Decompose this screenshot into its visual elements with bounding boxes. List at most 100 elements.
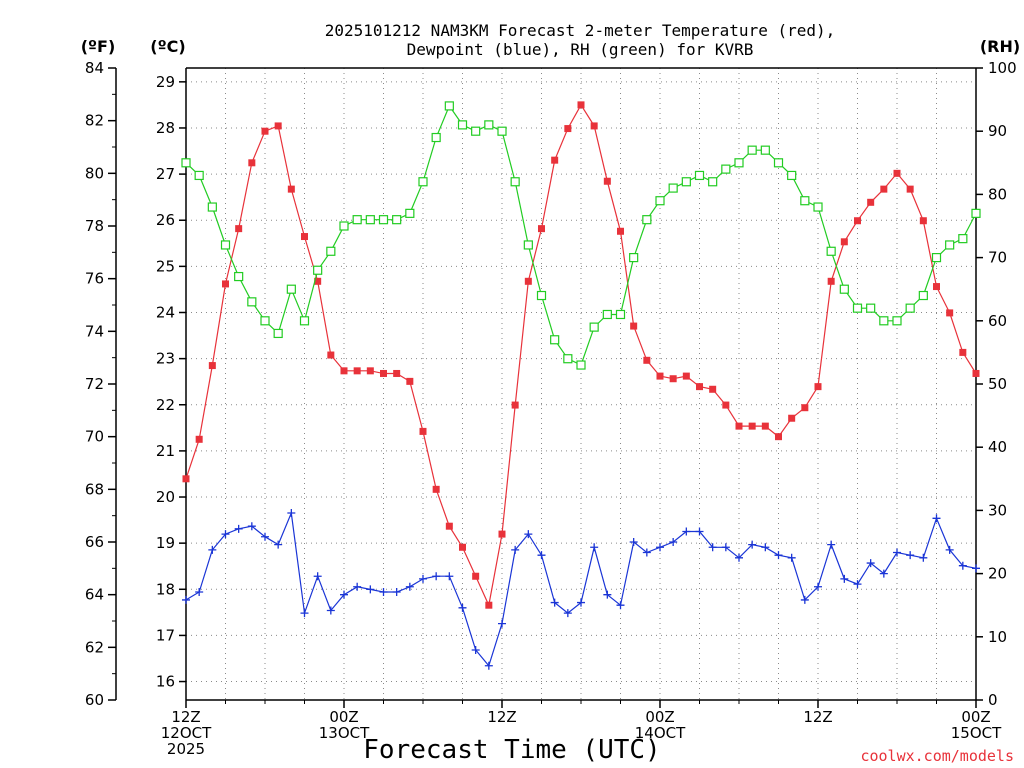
rh-marker [879,316,889,326]
celsius-tick-label: 28 [156,119,175,137]
dewpoint-marker [761,543,770,552]
dewpoint-marker [800,595,809,604]
dewpoint-marker [524,530,533,539]
dewpoint-marker [814,582,822,591]
temp-marker [235,225,243,233]
rh-marker [589,322,599,332]
rh-marker [852,303,863,313]
dewpoint-marker [853,580,862,589]
rh-tick-label: 50 [988,375,1007,393]
rh-marker [813,202,823,212]
temp-marker [366,367,374,375]
temp-marker [353,367,361,375]
rh-marker [431,132,441,143]
rh-marker [405,208,415,218]
temp-marker [538,225,545,233]
temp-marker [327,351,335,359]
celsius-tick-label: 25 [156,257,175,275]
rh-marker [642,215,652,225]
rh-marker [497,126,507,136]
x-tick-label: 00Z [961,708,990,726]
rh-marker [207,202,217,212]
temp-marker [696,383,703,391]
temp-marker [827,277,835,285]
dewpoint-marker [616,601,625,610]
celsius-tick-label: 22 [156,396,175,414]
dewpoint-marker [419,574,427,583]
temp-marker [208,362,216,370]
fahrenheit-tick-label: 70 [85,428,104,446]
temp-marker [788,414,796,422]
rh-marker [220,240,231,250]
temp-marker [590,122,598,130]
rh-marker [418,177,428,187]
rh-marker [326,246,336,256]
celsius-tick-label: 18 [156,580,175,598]
rh-marker [444,101,454,111]
temp-marker [867,198,875,206]
temp-marker [972,369,980,377]
dewpoint-marker [392,588,401,597]
temp-marker [946,309,954,317]
temp-marker [933,283,940,291]
rh-marker [365,215,375,225]
rh-marker [971,208,981,218]
fahrenheit-tick-label: 84 [85,59,104,77]
temp-marker [472,572,480,580]
rh-marker [694,170,705,181]
dewpoint-marker [353,582,362,591]
temp-marker [735,422,743,430]
dewpoint-marker [932,514,941,523]
dewpoint-marker [603,590,612,599]
dewpoint-marker [274,540,283,549]
x-tick-label: 2025 [167,740,205,758]
temp-marker [393,369,401,377]
temp-marker [222,280,229,288]
rh-marker [194,170,204,181]
fahrenheit-tick-label: 82 [85,112,104,130]
dewpoint-marker [577,598,585,607]
temp-marker [906,185,914,193]
dewpoint-marker [340,590,348,599]
rh-tick-label: 90 [988,122,1007,140]
dewpoint-marker [471,645,480,654]
dewpoint-marker [313,572,322,581]
dewpoint-marker [195,588,204,597]
temp-marker [380,369,387,377]
temp-marker [682,372,690,380]
rh-tick-label: 30 [988,501,1007,519]
rh-marker [787,170,797,181]
temp-marker [340,367,348,375]
rh-marker [286,284,296,294]
temp-marker [643,356,651,364]
rh-tick-label: 10 [988,628,1007,646]
temp-marker [959,348,967,356]
rh-marker [602,309,612,320]
rh-marker [905,303,915,313]
rh-marker [747,145,757,155]
dewpoint-marker [945,545,954,554]
dewpoint-marker [511,545,520,554]
dewpoint-marker [840,574,849,583]
dewpoint-marker [221,530,230,539]
dewpoint-marker [537,551,546,560]
dewpoint-marker [445,572,454,581]
celsius-tick-label: 20 [156,488,175,506]
dewpoint-marker [708,543,717,552]
dewpoint-marker [642,548,651,557]
rh-marker [826,246,836,256]
temp-marker [748,422,756,430]
dewpoint-marker [590,543,599,552]
rh-marker [536,290,547,301]
dewpoint-marker [906,551,915,560]
temp-marker [406,377,414,385]
fahrenheit-tick-label: 68 [85,480,104,498]
x-tick-label: 12OCT [161,724,212,742]
dewpoint-marker [234,524,243,533]
temp-marker [445,522,453,530]
temp-marker [498,530,506,538]
temp-marker [419,427,427,435]
celsius-tick-label: 21 [156,442,175,460]
fahrenheit-tick-label: 64 [85,586,104,604]
rh-marker [523,240,533,250]
